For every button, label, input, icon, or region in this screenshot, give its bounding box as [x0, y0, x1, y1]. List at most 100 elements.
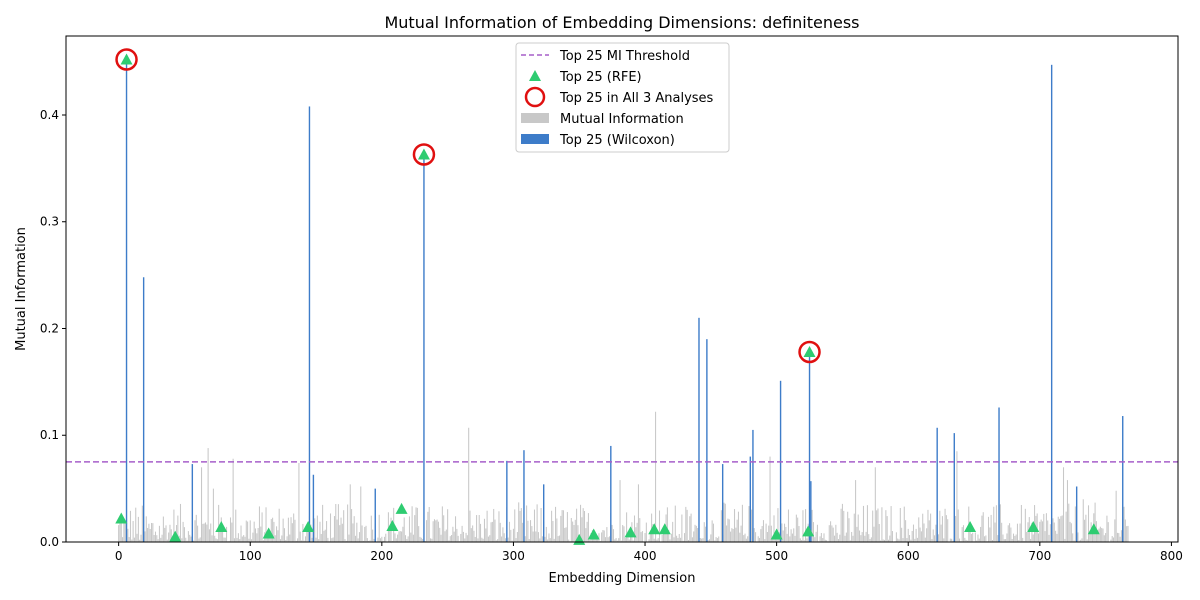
mi-bar — [1086, 539, 1088, 542]
mi-bar — [429, 538, 432, 542]
all3-marker — [115, 48, 138, 71]
mi-bar — [364, 526, 366, 542]
mi-bar — [1005, 539, 1007, 542]
mi-bar — [294, 519, 296, 542]
mi-bar — [485, 528, 487, 542]
legend-threshold-label: Top 25 MI Threshold — [559, 49, 690, 64]
mi-bar — [261, 512, 263, 542]
mi-bar — [795, 514, 797, 542]
mi-bar — [1114, 519, 1116, 542]
rfe-marker — [417, 148, 430, 160]
y-axis-title: Mutual Information — [14, 227, 29, 351]
mi-bar — [481, 537, 483, 542]
mi-bar — [1006, 533, 1008, 542]
mi-bar — [785, 526, 787, 542]
mi-bar — [378, 514, 380, 542]
mi-bar — [536, 504, 538, 542]
mi-bar — [881, 507, 883, 542]
wilcoxon-bar — [1122, 416, 1124, 542]
mi-bar — [740, 525, 742, 542]
mi-bar — [836, 532, 838, 542]
mi-bar — [447, 509, 449, 542]
mi-bar — [662, 532, 664, 542]
mi-bar — [815, 531, 817, 542]
mi-bar — [185, 537, 187, 542]
mi-bar — [497, 539, 499, 542]
wilcoxon-bar — [953, 433, 955, 542]
mi-bar — [244, 536, 246, 542]
mi-bar — [397, 534, 399, 542]
mi-bar — [395, 538, 397, 542]
mi-bar — [580, 504, 582, 542]
mi-bar — [694, 524, 696, 542]
mi-bar — [1097, 529, 1099, 542]
mi-bar — [682, 540, 684, 542]
mi-bar — [964, 537, 966, 542]
mi-bar — [219, 528, 221, 542]
mi-bar — [508, 521, 511, 542]
mi-bar — [889, 535, 891, 542]
mi-bar — [655, 411, 657, 542]
mi-bar — [141, 505, 143, 542]
mi-bar — [930, 513, 932, 542]
mi-bar — [135, 507, 137, 542]
mi-bar — [565, 527, 567, 542]
mi-bar — [966, 540, 968, 542]
mi-bar — [855, 480, 857, 542]
x-tick-label: 700 — [1028, 549, 1051, 563]
mi-bar — [1073, 540, 1075, 542]
mi-bar — [981, 515, 983, 542]
mi-bar — [441, 506, 443, 542]
mi-bar — [1002, 534, 1004, 542]
mi-bar — [573, 525, 575, 542]
mi-bar — [351, 509, 353, 542]
mi-bar — [306, 530, 308, 542]
mi-bar — [1036, 513, 1038, 542]
mi-bar — [736, 519, 738, 542]
mi-bar — [544, 536, 546, 542]
mi-bar — [495, 540, 497, 542]
mi-bar — [1072, 533, 1074, 542]
mi-bar — [830, 521, 832, 542]
mi-bar — [156, 535, 158, 542]
mi-bar — [1124, 519, 1126, 542]
mi-bar — [424, 540, 426, 542]
mi-bar — [370, 515, 372, 542]
wilcoxon-bar — [752, 429, 754, 542]
mi-bar — [262, 540, 264, 542]
mi-bar — [845, 532, 847, 542]
mi-bar — [619, 480, 621, 542]
mi-bar — [428, 506, 430, 542]
mi-bar — [887, 539, 890, 542]
mi-bar — [1032, 534, 1034, 542]
mi-bar — [382, 540, 384, 542]
mi-bar — [195, 514, 197, 542]
mi-bar — [394, 533, 396, 542]
mi-bar — [1030, 538, 1032, 542]
mi-bar — [777, 508, 779, 542]
mi-bar — [940, 524, 942, 542]
mi-bar — [211, 535, 213, 542]
mi-bar — [505, 538, 507, 542]
mi-bar — [314, 518, 316, 542]
mi-bar — [449, 536, 451, 542]
mi-bar — [951, 538, 953, 542]
mi-bar — [607, 537, 609, 542]
mi-bar — [693, 531, 695, 542]
mi-bar — [730, 531, 732, 542]
mi-bar — [157, 539, 159, 542]
mi-bar — [161, 534, 163, 542]
mi-bar — [354, 535, 357, 542]
mi-bar — [978, 538, 980, 542]
mi-bar — [235, 509, 237, 542]
mi-bar — [1041, 521, 1043, 542]
mi-bar — [404, 535, 407, 542]
mi-bar — [307, 529, 309, 542]
mi-bar — [1087, 505, 1090, 542]
mi-bar — [681, 514, 683, 542]
mi-bar — [528, 539, 530, 542]
mi-bar — [572, 521, 574, 542]
rfe-marker — [648, 523, 661, 535]
mi-bar — [1014, 535, 1016, 542]
mi-bar — [602, 530, 604, 542]
